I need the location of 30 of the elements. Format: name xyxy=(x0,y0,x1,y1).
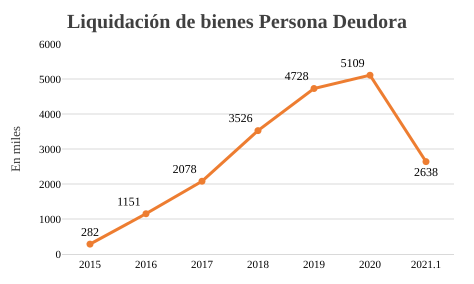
y-tick-label: 5000 xyxy=(39,74,62,86)
point xyxy=(86,240,94,248)
point xyxy=(254,127,262,134)
point xyxy=(198,178,206,185)
point xyxy=(142,210,150,218)
x-tick-label: 2017 xyxy=(191,259,214,272)
data-label: 4728 xyxy=(284,69,309,84)
y-tick-label: 3000 xyxy=(39,144,62,156)
y-tick-label: 4000 xyxy=(39,108,62,121)
point xyxy=(422,158,430,166)
x-tick-label: 2018 xyxy=(247,259,270,272)
data-label: 2638 xyxy=(414,165,438,180)
data-label: 282 xyxy=(81,224,99,239)
x-tick-label: 2015 xyxy=(79,259,102,272)
y-tick-label: 0 xyxy=(56,248,62,261)
point xyxy=(310,85,318,92)
point xyxy=(366,72,374,79)
data-label: 2078 xyxy=(172,162,197,176)
y-axis-title: En miles xyxy=(8,126,23,172)
x-tick-label: 2021.1 xyxy=(410,259,442,272)
chart-title: Liquidación de bienes Persona Deudora xyxy=(66,11,408,34)
y-tick-label: 6000 xyxy=(39,38,62,51)
data-label: 5109 xyxy=(340,56,365,70)
data-label: 3526 xyxy=(228,111,253,126)
x-tick-label: 2020 xyxy=(359,259,382,272)
y-tick-label: 1000 xyxy=(39,214,62,226)
x-tick-label: 2016 xyxy=(135,259,158,272)
data-label: 1151 xyxy=(117,194,141,208)
x-tick-label: 2019 xyxy=(303,259,326,272)
y-tick-label: 2000 xyxy=(39,178,62,191)
